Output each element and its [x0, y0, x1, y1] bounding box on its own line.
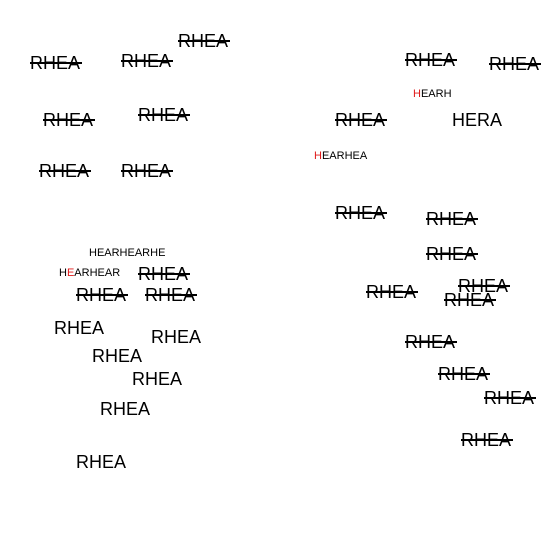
small-label-4: HEARHEAR — [59, 267, 121, 279]
small-label-3: HEARHEARHE — [89, 247, 166, 259]
strike-line — [39, 170, 91, 172]
word-29: RHEA — [132, 369, 183, 389]
strike-line — [30, 62, 82, 64]
strike-line — [426, 253, 478, 255]
strike-line — [138, 273, 190, 275]
strike-line — [366, 291, 418, 293]
strike-line — [444, 299, 496, 301]
strike-line — [489, 63, 541, 65]
strike-line — [43, 119, 95, 121]
strike-line — [405, 59, 457, 61]
strike-line — [76, 294, 128, 296]
strike-line — [335, 119, 387, 121]
strike-line — [438, 373, 490, 375]
strike-line — [121, 170, 173, 172]
small-label-1: HEARH — [413, 88, 452, 100]
word-31: RHEA — [76, 452, 127, 472]
strike-line — [121, 60, 173, 62]
word-27: RHEA — [151, 327, 202, 347]
word-26: RHEA — [54, 318, 105, 338]
word-28: RHEA — [92, 346, 143, 366]
strike-line — [458, 285, 510, 287]
strike-line — [145, 294, 197, 296]
strike-line — [461, 439, 513, 441]
word-30: RHEA — [100, 399, 151, 419]
small-label-2: HEARHEA — [314, 150, 368, 162]
word-12: HERA — [452, 110, 503, 130]
strike-line — [335, 212, 387, 214]
strike-line — [178, 40, 230, 42]
strike-line — [484, 397, 536, 399]
strike-line — [426, 218, 478, 220]
strike-line — [405, 341, 457, 343]
strike-line — [138, 114, 190, 116]
